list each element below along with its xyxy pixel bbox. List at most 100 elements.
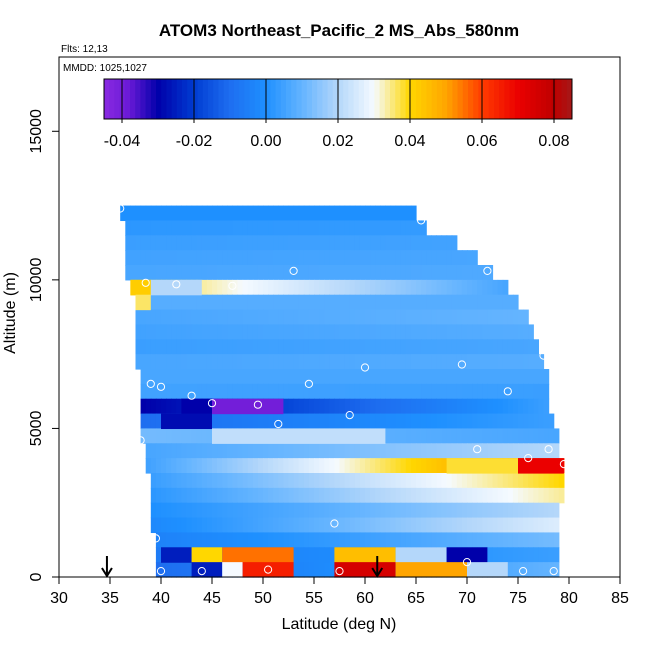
heatmap-cell <box>293 324 300 340</box>
heatmap-cell <box>212 398 284 415</box>
heatmap-cell <box>390 443 397 459</box>
heatmap-cell <box>217 354 223 370</box>
heatmap-cell <box>171 339 177 355</box>
sample-point <box>360 363 370 372</box>
heatmap-cell <box>181 502 188 519</box>
heatmap-cell <box>421 324 427 340</box>
heatmap-cell <box>303 205 310 222</box>
colorbar-segment <box>483 79 490 119</box>
heatmap-cell <box>283 443 290 459</box>
heatmap-cell <box>217 517 223 534</box>
heatmap-cell <box>410 265 417 281</box>
heatmap-cell <box>329 324 335 340</box>
heatmap-cell <box>354 413 361 430</box>
heatmap-cell <box>324 309 330 326</box>
heatmap-cell <box>283 458 290 474</box>
heatmap-cell <box>410 205 417 222</box>
heatmap-cell <box>263 339 269 355</box>
heatmap-cell <box>329 279 335 296</box>
heatmap-cell <box>421 428 427 444</box>
heatmap-cell <box>135 294 151 311</box>
heatmap-cell <box>186 473 193 489</box>
heatmap-cell <box>410 279 417 296</box>
heatmap-cell <box>339 369 346 385</box>
heatmap-cell <box>400 532 407 548</box>
heatmap-cell <box>472 413 478 430</box>
heatmap-cell <box>416 398 422 415</box>
heatmap-cell <box>523 473 529 489</box>
heatmap-cell <box>186 458 193 474</box>
heatmap-cell <box>298 279 305 296</box>
heatmap-cell <box>257 383 264 400</box>
heatmap-cell <box>222 220 228 236</box>
heatmap-cell <box>227 354 233 370</box>
heatmap-cell <box>237 205 244 222</box>
heatmap-cell <box>217 235 223 251</box>
heatmap-cell <box>390 502 397 519</box>
heatmap-cell <box>390 517 397 534</box>
heatmap-cell <box>176 517 182 534</box>
heatmap-cell <box>247 473 254 489</box>
heatmap-cell <box>196 324 203 340</box>
heatmap-cell <box>288 250 295 266</box>
heatmap-cell <box>308 369 315 385</box>
heatmap-cell <box>298 235 305 251</box>
colorbar-segment <box>410 79 417 119</box>
heatmap-cell <box>461 279 468 296</box>
heatmap-cell <box>482 309 488 326</box>
heatmap-cell <box>416 517 422 534</box>
heatmap-cell <box>217 294 223 311</box>
heatmap-cell <box>518 532 524 548</box>
colorbar-segment <box>457 79 464 119</box>
heatmap-cell <box>166 354 172 370</box>
heatmap-cell <box>120 205 126 222</box>
heatmap-cell <box>359 369 366 385</box>
heatmap-cell <box>252 532 259 548</box>
heatmap-cell <box>416 354 422 370</box>
heatmap-cell <box>441 383 448 400</box>
heatmap-cell <box>191 354 198 370</box>
heatmap-cell <box>206 250 213 266</box>
colorbar-segment <box>130 79 136 119</box>
colorbar-segment <box>338 79 344 119</box>
heatmap-cell <box>487 369 494 385</box>
heatmap-cell <box>467 250 473 266</box>
heatmap-cell <box>242 532 249 548</box>
heatmap-cell <box>288 443 295 459</box>
heatmap-cell <box>329 487 335 504</box>
heatmap-cell <box>523 547 529 563</box>
heatmap-cell <box>176 383 182 400</box>
colorbar-segment <box>535 79 542 119</box>
heatmap-cell <box>166 532 172 548</box>
heatmap-cell <box>456 369 463 385</box>
heatmap-cell <box>181 294 188 311</box>
heatmap-cell <box>467 354 473 370</box>
heatmap-cell <box>232 324 239 340</box>
heatmap-cell <box>242 339 249 355</box>
heatmap-cell <box>242 383 249 400</box>
heatmap-cell <box>212 250 218 266</box>
heatmap-cell <box>150 309 157 326</box>
heatmap-cell <box>288 354 295 370</box>
heatmap-cell <box>380 443 386 459</box>
heatmap-cell <box>268 383 274 400</box>
heatmap-cell <box>359 205 366 222</box>
colorbar-segment <box>280 79 287 119</box>
heatmap-cell <box>354 279 361 296</box>
heatmap-cell <box>349 383 356 400</box>
heatmap-cell <box>359 413 366 430</box>
sample-point <box>172 280 181 289</box>
heatmap-cell <box>456 339 463 355</box>
heatmap-cell <box>257 265 264 281</box>
heatmap-cell <box>456 250 463 266</box>
heatmap-cell <box>339 250 346 266</box>
heatmap-cell <box>212 473 218 489</box>
heatmap-cell <box>339 502 346 519</box>
heatmap-cell <box>217 502 223 519</box>
heatmap-cell <box>273 220 279 236</box>
heatmap-cell <box>319 339 325 355</box>
heatmap-cell <box>431 487 437 504</box>
heatmap-cell <box>252 250 259 266</box>
heatmap-cell <box>533 369 539 385</box>
